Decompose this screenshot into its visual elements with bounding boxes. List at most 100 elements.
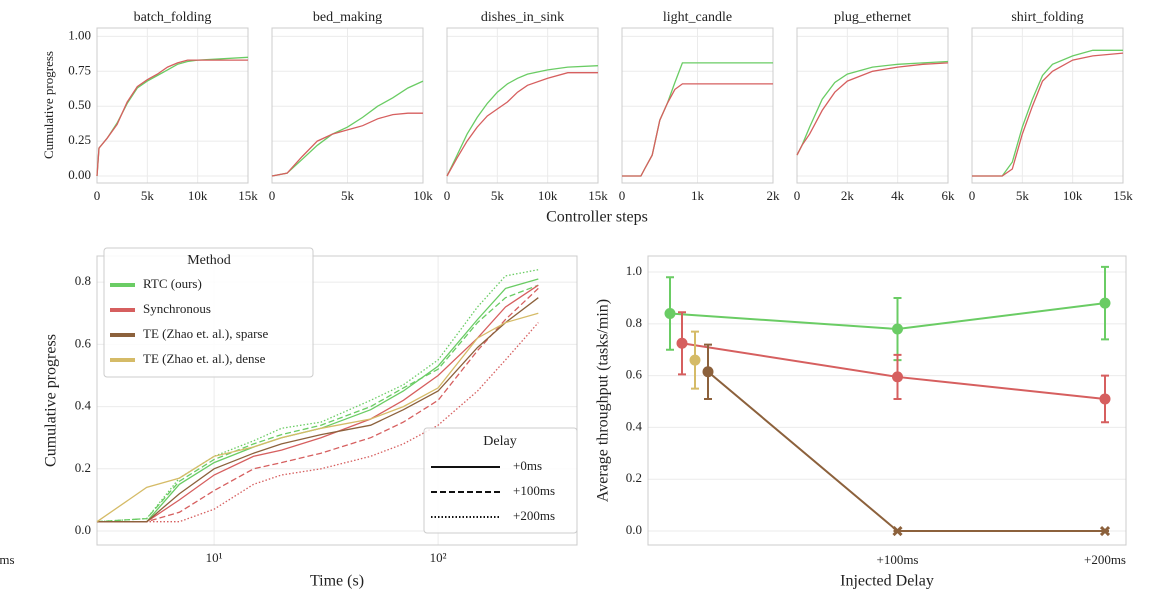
x-tick-label: 1k	[691, 188, 705, 203]
y-tick-label: 0.2	[75, 460, 91, 475]
legend-label: TE (Zhao et. al.), dense	[143, 351, 266, 366]
y-tick-label: 0.6	[75, 335, 92, 350]
legend-box	[103, 247, 314, 378]
y-tick-label: 1.00	[68, 27, 91, 42]
y-tick-label: 0.8	[75, 273, 91, 288]
series-line	[96, 56, 249, 177]
x-tick-label: 4k	[891, 188, 905, 203]
series-line	[972, 52, 1124, 177]
x-tick-label: 0	[969, 188, 976, 203]
series-line	[96, 312, 539, 523]
legend-box	[423, 427, 578, 534]
legend-label: Synchronous	[143, 301, 211, 316]
series-line	[271, 112, 423, 177]
plot-frame	[621, 27, 774, 184]
plot-frame	[647, 255, 1127, 546]
marker	[1099, 393, 1111, 405]
series-line	[271, 80, 424, 177]
x-tick-label: 0	[794, 188, 801, 203]
x-tick-label: 5k	[141, 188, 155, 203]
marker	[892, 525, 903, 537]
marker	[702, 366, 714, 378]
x-tick-label: 5k	[341, 188, 355, 203]
x-tick-label: 10¹	[206, 550, 223, 565]
x-tick-label: 15k	[238, 188, 258, 203]
x-tick-label: +100ms	[876, 552, 918, 567]
x-axis-label: Time (s)	[310, 573, 364, 590]
legend-label: TE (Zhao et. al.), sparse	[143, 326, 268, 341]
marker	[689, 354, 701, 366]
y-tick-label: 0.0	[75, 522, 91, 537]
legend-title: Method	[187, 253, 231, 268]
x-tick-label: 10k	[538, 188, 558, 203]
x-tick-label: 0	[619, 188, 626, 203]
x-tick-label: 2k	[767, 188, 781, 203]
legend-label: +0ms	[513, 458, 542, 473]
panel-title: plug_ethernet	[834, 10, 911, 25]
legend-label: +200ms	[513, 508, 555, 523]
series-line	[796, 62, 949, 156]
y-tick-label: 0.2	[626, 470, 642, 485]
legend-label: +100ms	[513, 483, 555, 498]
y-tick-label: 0.75	[68, 62, 91, 77]
panel-title: bed_making	[313, 10, 382, 25]
y-tick-label: 0.0	[626, 522, 642, 537]
y-axis-label: Average throughput (tasks/min)	[595, 299, 612, 502]
plot-frame	[446, 27, 599, 184]
y-tick-label: 1.0	[626, 263, 642, 278]
series-line	[669, 302, 1106, 331]
x-tick-label: 0	[94, 188, 101, 203]
x-tick-label: 5k	[1016, 188, 1030, 203]
x-tick-label: 0	[269, 188, 276, 203]
x-tick-label: 10k	[188, 188, 208, 203]
y-tick-label: 0.8	[626, 315, 642, 330]
marker	[892, 323, 903, 335]
x-axis-label: Injected Delay	[840, 573, 934, 590]
y-tick-label: 0.50	[68, 97, 91, 112]
y-tick-label: 0.25	[68, 132, 91, 147]
panel-title: shirt_folding	[1011, 10, 1083, 25]
plot-frame	[971, 27, 1124, 184]
marker	[676, 337, 688, 349]
series-line	[972, 49, 1123, 177]
y-axis-label: Cumulative progress	[43, 334, 60, 467]
series-line	[446, 65, 599, 177]
marker	[892, 371, 903, 383]
y-tick-label: 0.6	[626, 367, 643, 382]
x-tick-label: 2k	[841, 188, 855, 203]
legend-label: RTC (ours)	[143, 276, 202, 291]
series-line	[96, 284, 539, 523]
panel-title: light_candle	[663, 10, 732, 25]
marker	[664, 307, 676, 319]
series-line	[97, 322, 539, 523]
x-tick-label: 15k	[1113, 188, 1133, 203]
panel-title: dishes_in_sink	[481, 10, 564, 25]
x-tick-label: 10k	[1063, 188, 1083, 203]
plot-frame	[271, 27, 424, 184]
y-axis-label: Cumulative progress	[41, 51, 56, 159]
x-tick-label: 6k	[942, 188, 956, 203]
marker	[1099, 297, 1111, 309]
y-tick-label: 0.00	[68, 167, 91, 182]
series-line	[96, 59, 248, 177]
x-tick-label: +200ms	[1084, 552, 1126, 567]
series-line	[796, 60, 949, 156]
series-line	[97, 287, 539, 523]
series-line	[707, 370, 1105, 533]
x-tick-label: 10k	[413, 188, 433, 203]
y-tick-label: 0.4	[75, 398, 92, 413]
series-line	[446, 72, 598, 177]
series-line	[681, 342, 1106, 400]
x-tick-label: 5k	[491, 188, 505, 203]
plot-frame	[96, 255, 578, 546]
x-tick-label: +0ms	[0, 552, 15, 567]
y-tick-label: 0.4	[626, 418, 643, 433]
x-axis-label: Controller steps	[546, 209, 648, 226]
series-line	[97, 297, 539, 523]
x-tick-label: 15k	[588, 188, 608, 203]
series-line	[622, 83, 773, 177]
plot-frame	[96, 27, 249, 184]
x-tick-label: 10²	[430, 550, 447, 565]
